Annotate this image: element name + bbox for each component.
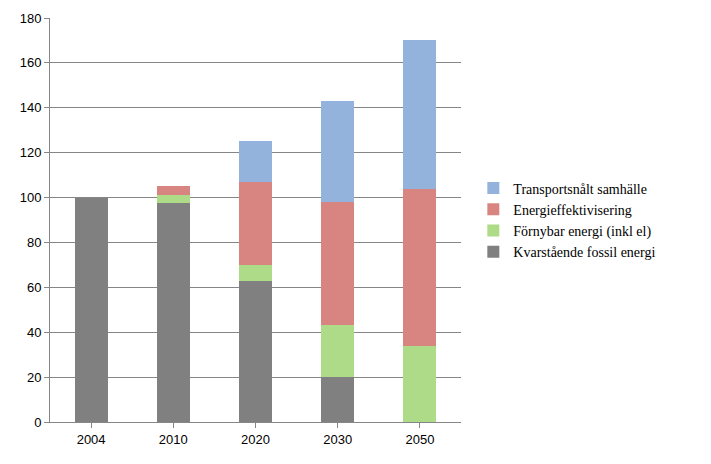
svg-text:180: 180 xyxy=(20,11,42,26)
svg-text:80: 80 xyxy=(27,235,41,250)
svg-text:20: 20 xyxy=(27,370,41,385)
svg-text:2004: 2004 xyxy=(77,432,106,447)
svg-text:2020: 2020 xyxy=(241,432,270,447)
svg-text:Kvarstående fossil energi: Kvarstående fossil energi xyxy=(513,245,655,260)
svg-text:100: 100 xyxy=(20,190,42,205)
svg-text:140: 140 xyxy=(20,100,42,115)
svg-text:Förnybar energi (inkl el): Förnybar energi (inkl el) xyxy=(513,224,651,240)
svg-text:2010: 2010 xyxy=(159,432,188,447)
svg-text:Energieffektivisering: Energieffektivisering xyxy=(513,203,631,218)
svg-text:60: 60 xyxy=(27,280,41,295)
svg-text:0: 0 xyxy=(34,415,41,430)
svg-text:120: 120 xyxy=(20,145,42,160)
svg-text:40: 40 xyxy=(27,325,41,340)
svg-text:160: 160 xyxy=(20,55,42,70)
svg-text:2050: 2050 xyxy=(405,432,434,447)
svg-text:2030: 2030 xyxy=(323,432,352,447)
svg-text:Transportsnålt samhälle: Transportsnålt samhälle xyxy=(513,182,647,197)
